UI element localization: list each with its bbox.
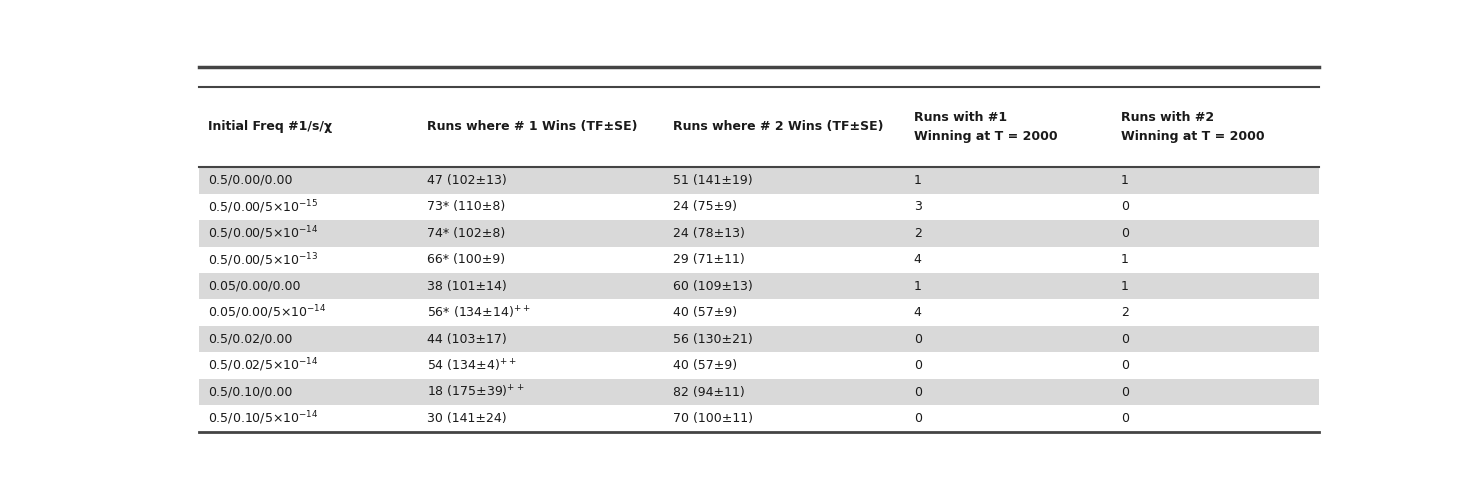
Text: 1: 1 <box>1121 280 1129 293</box>
Text: 73* (110±8): 73* (110±8) <box>427 200 505 213</box>
Text: 0.5/0.00/0.00: 0.5/0.00/0.00 <box>207 174 293 187</box>
Bar <box>198 273 1320 299</box>
Text: 60 (109±13): 60 (109±13) <box>672 280 752 293</box>
Text: 1: 1 <box>914 280 921 293</box>
Text: 0: 0 <box>914 412 921 425</box>
Text: 54 (134±4)$^{++}$: 54 (134±4)$^{++}$ <box>427 358 515 374</box>
Text: 1: 1 <box>1121 253 1129 266</box>
Text: 29 (71±11): 29 (71±11) <box>672 253 745 266</box>
Text: 24 (75±9): 24 (75±9) <box>672 200 738 213</box>
Text: Runs where # 2 Wins (TF±SE): Runs where # 2 Wins (TF±SE) <box>672 121 884 133</box>
Text: Winning at T = 2000: Winning at T = 2000 <box>914 130 1057 143</box>
Bar <box>198 405 1320 432</box>
Text: 0.5/0.02/5×10$^{-14}$: 0.5/0.02/5×10$^{-14}$ <box>207 357 318 374</box>
Text: 40 (57±9): 40 (57±9) <box>672 306 738 319</box>
Text: Winning at T = 2000: Winning at T = 2000 <box>1121 130 1265 143</box>
Text: 56 (130±21): 56 (130±21) <box>672 333 752 346</box>
Text: 2: 2 <box>1121 306 1129 319</box>
Text: 24 (78±13): 24 (78±13) <box>672 227 745 240</box>
Text: 47 (102±13): 47 (102±13) <box>427 174 507 187</box>
Text: 4: 4 <box>914 306 921 319</box>
Text: 2: 2 <box>914 227 921 240</box>
Text: 66* (100±9): 66* (100±9) <box>427 253 505 266</box>
Text: 0.5/0.00/5×10$^{-14}$: 0.5/0.00/5×10$^{-14}$ <box>207 225 318 242</box>
Bar <box>198 326 1320 353</box>
Text: Runs with #2: Runs with #2 <box>1121 111 1214 124</box>
Text: 0: 0 <box>1121 385 1129 398</box>
Text: Initial Freq #1/s/χ: Initial Freq #1/s/χ <box>207 121 332 133</box>
Text: 70 (100±11): 70 (100±11) <box>672 412 752 425</box>
Text: 0.05/0.00/5×10$^{-14}$: 0.05/0.00/5×10$^{-14}$ <box>207 304 326 321</box>
Text: Runs with #1: Runs with #1 <box>914 111 1007 124</box>
Text: 74* (102±8): 74* (102±8) <box>427 227 505 240</box>
Text: 0.5/0.00/5×10$^{-13}$: 0.5/0.00/5×10$^{-13}$ <box>207 251 318 268</box>
Text: 0.5/0.10/5×10$^{-14}$: 0.5/0.10/5×10$^{-14}$ <box>207 410 318 427</box>
Text: 0: 0 <box>1121 227 1129 240</box>
Text: 0: 0 <box>1121 359 1129 372</box>
Text: 1: 1 <box>914 174 921 187</box>
Text: 0.5/0.10/0.00: 0.5/0.10/0.00 <box>207 385 292 398</box>
Text: 1: 1 <box>1121 174 1129 187</box>
Bar <box>198 167 1320 194</box>
Bar <box>198 353 1320 379</box>
Bar <box>198 299 1320 326</box>
Text: 0: 0 <box>1121 333 1129 346</box>
Text: 4: 4 <box>914 253 921 266</box>
Text: 0.5/0.00/5×10$^{-15}$: 0.5/0.00/5×10$^{-15}$ <box>207 198 318 216</box>
Text: 3: 3 <box>914 200 921 213</box>
Text: 0.05/0.00/0.00: 0.05/0.00/0.00 <box>207 280 301 293</box>
Bar <box>198 379 1320 405</box>
Text: 0: 0 <box>914 359 921 372</box>
Text: 40 (57±9): 40 (57±9) <box>672 359 738 372</box>
Bar <box>198 220 1320 247</box>
Text: 18 (175±39)$^{++}$: 18 (175±39)$^{++}$ <box>427 384 524 400</box>
Text: Runs where # 1 Wins (TF±SE): Runs where # 1 Wins (TF±SE) <box>427 121 637 133</box>
Text: 0: 0 <box>1121 200 1129 213</box>
Text: 0.5/0.02/0.00: 0.5/0.02/0.00 <box>207 333 292 346</box>
Bar <box>198 247 1320 273</box>
Text: 0: 0 <box>914 385 921 398</box>
Text: 51 (141±19): 51 (141±19) <box>672 174 752 187</box>
Bar <box>198 194 1320 220</box>
Bar <box>198 87 1320 167</box>
Text: 0: 0 <box>1121 412 1129 425</box>
Text: 56* (134±14)$^{++}$: 56* (134±14)$^{++}$ <box>427 304 530 321</box>
Text: 38 (101±14): 38 (101±14) <box>427 280 507 293</box>
Text: 30 (141±24): 30 (141±24) <box>427 412 507 425</box>
Text: 44 (103±17): 44 (103±17) <box>427 333 507 346</box>
Text: 0: 0 <box>914 333 921 346</box>
Text: 82 (94±11): 82 (94±11) <box>672 385 745 398</box>
